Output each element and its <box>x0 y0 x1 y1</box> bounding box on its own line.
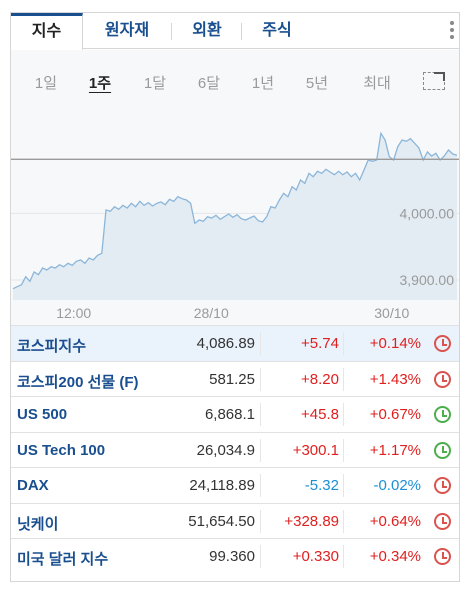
column-divider <box>343 509 344 533</box>
quote-change: -5.32 <box>304 477 339 494</box>
quote-price: 99.360 <box>209 548 255 565</box>
range-max[interactable]: 최대 <box>363 75 391 92</box>
range-1y[interactable]: 1년 <box>251 75 275 92</box>
range-1d[interactable]: 1일 <box>34 75 58 92</box>
tab-stocks[interactable]: 주식 <box>262 22 292 39</box>
tab-indices[interactable]: 지수 <box>11 13 83 50</box>
tab-divider <box>171 23 172 40</box>
x-tick-label: 28/10 <box>194 305 229 321</box>
quote-row[interactable]: US Tech 100 26,034.9 +300.1 +1.17% <box>11 431 459 468</box>
tab-forex[interactable]: 외환 <box>192 22 222 39</box>
quote-price: 4,086.89 <box>196 335 255 352</box>
quote-price: 6,868.1 <box>204 406 255 423</box>
column-divider <box>260 474 261 497</box>
quote-change: +5.74 <box>301 335 339 352</box>
column-divider <box>343 545 344 568</box>
quote-name[interactable]: 미국 달러 지수 <box>17 551 109 568</box>
quote-change-percent: +0.64% <box>369 512 421 530</box>
quote-name[interactable]: 코스피지수 <box>17 338 87 355</box>
quote-change-percent: +1.43% <box>369 370 421 388</box>
quotes-table: 코스피지수 4,086.89 +5.74 +0.14% 코스피200 선물 (F) 581… <box>11 325 459 574</box>
quote-row[interactable]: 코스피지수 4,086.89 +5.74 +0.14% <box>11 325 459 361</box>
quote-name[interactable]: US 500 <box>17 406 68 423</box>
quote-name[interactable]: DAX <box>17 477 49 494</box>
column-divider <box>260 367 261 391</box>
quote-name[interactable]: 코스피200 선물 (F) <box>17 373 139 391</box>
quote-price: 24,118.89 <box>189 477 255 494</box>
quote-name[interactable]: 닛케이 <box>17 515 59 533</box>
column-divider <box>260 438 261 462</box>
clock-icon[interactable] <box>434 441 451 459</box>
quote-change-percent: +1.17% <box>369 441 421 459</box>
column-divider <box>260 332 261 355</box>
quote-price: 581.25 <box>209 370 255 388</box>
range-1m[interactable]: 1달 <box>143 75 167 92</box>
y-tick-label: 3,900.00 <box>400 272 455 288</box>
chart-panel: 1일 1주 1달 6달 1년 5년 최대 4,000.00 3,900.00 12:… <box>11 50 459 325</box>
quote-change: +328.89 <box>284 512 339 530</box>
y-tick-label: 4,000.00 <box>400 205 455 221</box>
quote-change-percent: +0.67% <box>369 406 421 423</box>
tab-divider <box>241 23 242 40</box>
range-1w[interactable]: 1주 <box>88 75 112 92</box>
quote-name[interactable]: US Tech 100 <box>17 441 106 459</box>
market-widget: 지수 원자재 외환 주식 1일 1주 1달 6달 1년 5년 최대 4,000.… <box>10 12 460 582</box>
tab-bar: 지수 원자재 외환 주식 <box>11 13 459 50</box>
quote-row[interactable]: 미국 달러 지수 99.360 +0.330 +0.34% <box>11 538 459 574</box>
clock-icon[interactable] <box>434 512 451 530</box>
price-chart: 4,000.00 3,900.00 12:00 28/10 30/10 <box>11 131 459 321</box>
column-divider <box>260 509 261 533</box>
x-tick-label: 30/10 <box>374 305 409 321</box>
clock-icon[interactable] <box>434 477 451 494</box>
range-6m[interactable]: 6달 <box>197 75 221 92</box>
quote-row[interactable]: US 500 6,868.1 +45.8 +0.67% <box>11 396 459 432</box>
quote-change: +8.20 <box>301 370 339 388</box>
clock-icon[interactable] <box>434 370 451 388</box>
column-divider <box>343 403 344 426</box>
clock-icon[interactable] <box>434 548 451 565</box>
quote-row[interactable]: 코스피200 선물 (F) 581.25 +8.20 +1.43% <box>11 360 459 397</box>
price-line <box>12 131 458 290</box>
column-divider <box>260 545 261 568</box>
column-divider <box>260 403 261 426</box>
time-range-selector: 1일 1주 1달 6달 1년 5년 최대 <box>11 50 459 110</box>
clock-icon[interactable] <box>434 406 451 423</box>
column-divider <box>343 438 344 462</box>
range-5y[interactable]: 5년 <box>305 75 329 92</box>
expand-chart-icon[interactable] <box>423 72 445 90</box>
tab-commodities[interactable]: 원자재 <box>104 22 150 39</box>
quote-change: +300.1 <box>292 441 339 459</box>
quote-change: +0.330 <box>292 548 339 565</box>
quote-row[interactable]: DAX 24,118.89 -5.32 -0.02% <box>11 467 459 503</box>
kebab-menu-icon[interactable] <box>447 19 457 41</box>
quote-change-percent: -0.02% <box>373 477 421 494</box>
column-divider <box>343 367 344 391</box>
x-tick-label: 12:00 <box>56 305 91 321</box>
quote-row[interactable]: 닛케이 51,654.50 +328.89 +0.64% <box>11 502 459 539</box>
quote-change-percent: +0.34% <box>369 548 421 565</box>
clock-icon[interactable] <box>434 335 451 352</box>
column-divider <box>343 332 344 355</box>
quote-price: 26,034.9 <box>196 441 255 459</box>
quote-price: 51,654.50 <box>188 512 255 530</box>
column-divider <box>343 474 344 497</box>
quote-change: +45.8 <box>301 406 339 423</box>
quote-change-percent: +0.14% <box>369 335 421 352</box>
